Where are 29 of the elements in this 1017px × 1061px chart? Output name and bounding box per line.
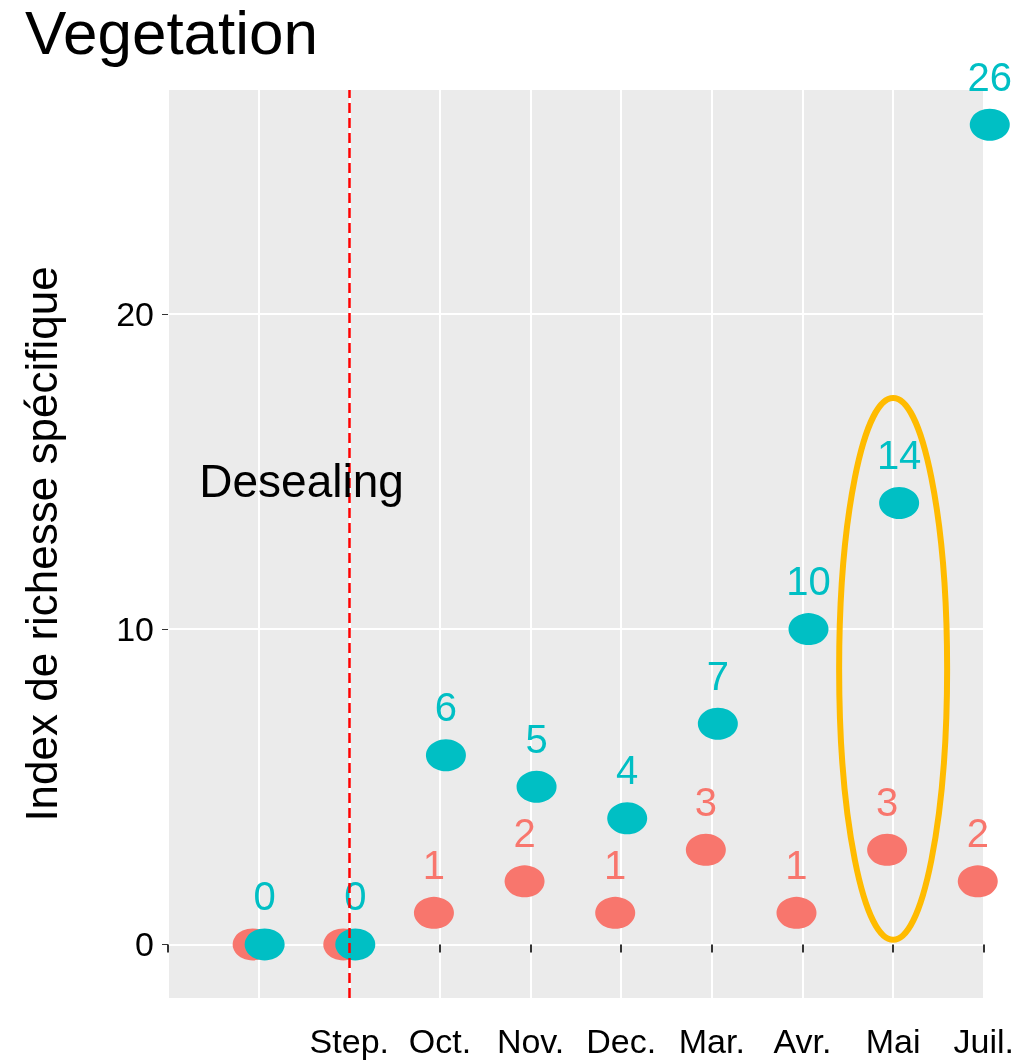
y-tick-label: 10	[116, 610, 154, 649]
chart-title: Vegetation	[25, 0, 319, 67]
x-tick-label: Dec.	[586, 1022, 657, 1060]
y-tick-label: 0	[135, 925, 154, 964]
data-label: 5	[525, 716, 548, 761]
data-label: 6	[434, 685, 458, 730]
ref-line-label: Desealing	[199, 454, 404, 507]
x-tick-label: Mar.	[678, 1022, 745, 1060]
data-label: 14	[876, 433, 922, 478]
data-label: 2	[966, 811, 989, 856]
data-label: 26	[967, 54, 1013, 99]
data-label: 2	[513, 811, 536, 856]
data-label: 1	[604, 842, 627, 887]
data-label: 3	[876, 779, 899, 824]
data-label: 0	[253, 874, 276, 919]
x-tick-label: Avr.	[773, 1022, 832, 1060]
data-label: 1	[785, 842, 808, 887]
data-label: 4	[616, 748, 639, 793]
y-tick-label: 20	[116, 294, 154, 333]
data-label: 3	[694, 779, 717, 824]
x-tick-label: Step.	[309, 1022, 389, 1060]
y-axis-title: Index de richesse spécifique	[16, 266, 66, 822]
x-tick-label: Nov.	[496, 1022, 565, 1060]
x-tick-label: Oct.	[408, 1022, 472, 1060]
data-label: 1	[422, 842, 446, 887]
x-tick-label: Mai	[865, 1022, 921, 1060]
data-label: 7	[706, 653, 729, 698]
x-tick-label: Juil.	[953, 1022, 1014, 1060]
data-label: 10	[786, 559, 831, 604]
